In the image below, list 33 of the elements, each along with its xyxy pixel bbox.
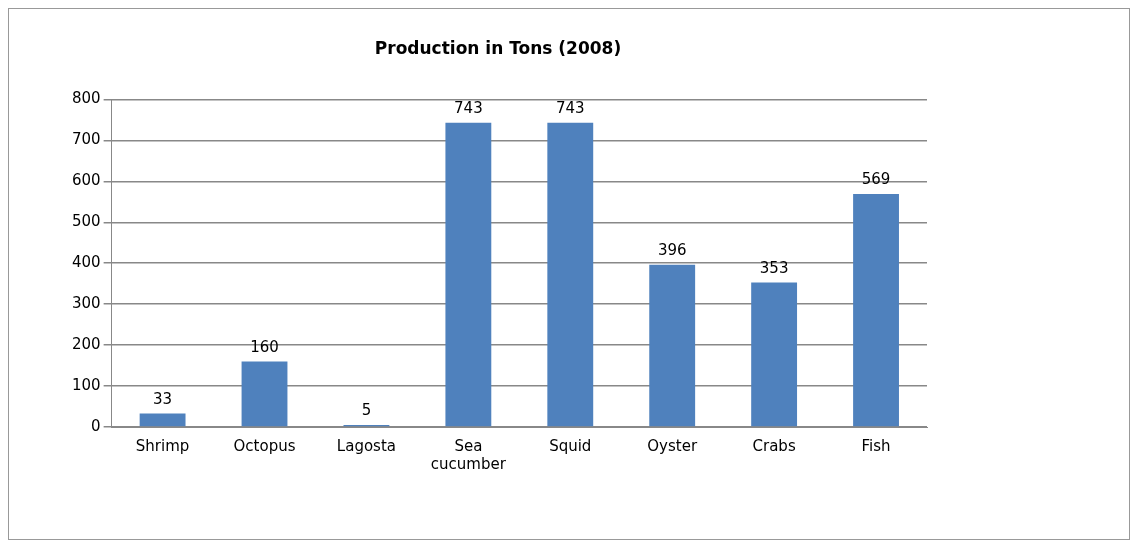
x-tick-label: Crabs	[752, 436, 796, 455]
x-tick-label: Octopus	[233, 436, 296, 455]
data-label: 160	[250, 337, 279, 356]
chart-title: Production in Tons (2008)	[374, 37, 622, 58]
x-tick-label: Fish	[861, 436, 891, 455]
bar	[547, 122, 594, 427]
data-label: 353	[759, 258, 789, 277]
data-label: 569	[861, 170, 891, 189]
bar	[649, 264, 696, 427]
data-label: 396	[657, 241, 687, 260]
y-tick-label: 200	[71, 334, 101, 353]
x-tick-label: Shrimp	[135, 436, 190, 455]
x-tick-label: Oyster	[647, 436, 698, 455]
data-label: 33	[153, 389, 173, 408]
x-tick-label: Sea cucumber	[430, 436, 507, 473]
bar	[241, 361, 288, 427]
x-tick-label: Lagosta	[336, 436, 396, 455]
y-tick-label: 800	[71, 89, 101, 108]
bar	[751, 282, 798, 427]
bar	[853, 194, 899, 427]
y-tick-label: 400	[71, 253, 101, 272]
data-label: 743	[454, 99, 483, 118]
y-tick-label: 600	[71, 171, 101, 190]
data-label: 5	[361, 401, 372, 420]
data-label: 743	[555, 99, 585, 118]
bar	[139, 413, 186, 427]
x-tick-label: Squid	[549, 436, 592, 455]
y-tick-label: 500	[71, 212, 101, 231]
y-tick-label: 300	[71, 294, 101, 313]
y-tick-label: 0	[91, 416, 101, 435]
bar	[445, 122, 492, 427]
y-tick-label: 100	[71, 375, 101, 394]
y-tick-label: 700	[71, 130, 101, 149]
